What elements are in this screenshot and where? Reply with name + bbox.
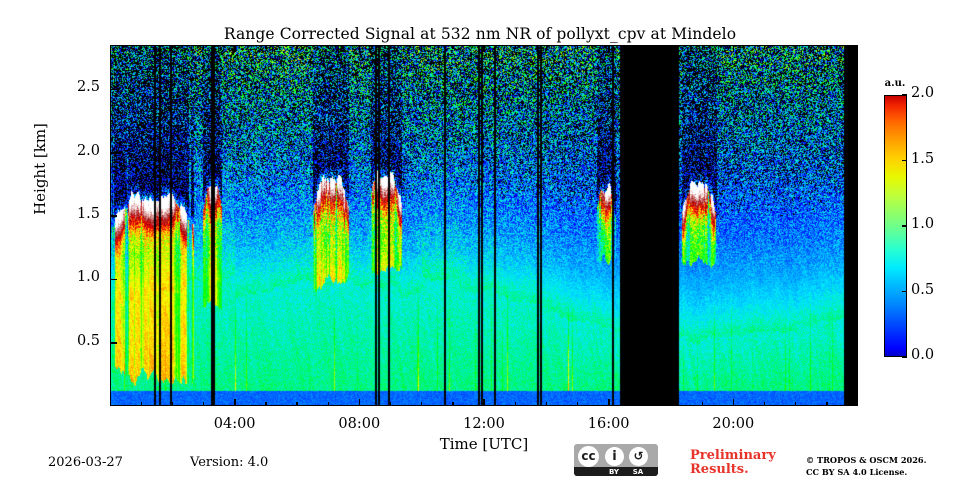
x-minor-tick-3 [265,402,267,406]
cc-by-label: BY [608,468,620,476]
x-minor-tick-top-0 [140,45,142,49]
x-minor-tick-top-12 [639,45,641,49]
y-tick-label-0: 0.5 [76,332,100,349]
x-tick-label-3: 16:00 [587,416,630,432]
x-minor-tick-4 [296,402,298,406]
y-tick-mark-1 [110,278,117,281]
x-minor-tick-top-1 [171,45,174,49]
preliminary-results-notice: Preliminary Results. [690,448,800,478]
x-tick-label-4: 20:00 [712,416,755,432]
x-tick-mark-1 [358,399,361,406]
colorbar-tick-label-1: 0.5 [911,281,935,298]
preliminary-line-2: Results. [690,462,749,478]
y-tick-label-4: 2.5 [76,79,100,96]
colorbar-tick-label-0: 0.0 [911,347,935,363]
colorbar-tick-mark-0 [902,356,907,358]
x-minor-tick-12 [639,402,641,406]
y-tick-mark-2 [110,215,117,217]
x-minor-tick-9 [514,402,516,406]
colorbar-tick-mark-4 [902,94,907,96]
x-tick-mark-top-3 [607,45,610,52]
x-minor-tick-top-3 [265,45,267,49]
cc-license-badge-icon: cc i ↺ BY SA [574,444,658,476]
x-minor-tick-top-7 [421,45,423,49]
x-minor-tick-top-16 [795,45,797,49]
x-axis-label: Time [UTC] [439,435,529,453]
x-minor-tick-16 [795,402,797,406]
cc-sa-arrow-icon: ↺ [629,447,648,466]
x-minor-tick-7 [421,402,423,406]
version-text: Version: 4.0 [190,455,269,470]
y-tick-mark-right-3 [851,151,858,154]
x-minor-tick-top-14 [701,45,703,49]
page-title: Range Corrected Signal at 532 nm NR of p… [223,25,737,43]
x-minor-tick-top-11 [576,45,579,49]
x-minor-tick-top-5 [327,45,329,49]
y-tick-mark-right-2 [851,215,858,217]
x-minor-tick-top-6 [389,45,392,49]
y-tick-mark-right-1 [851,278,858,281]
x-minor-tick-6 [389,402,392,406]
x-minor-tick-top-2 [202,45,205,49]
y-tick-mark-right-4 [851,88,858,91]
y-tick-mark-3 [110,151,117,154]
cc-by-person-icon: i [605,447,624,466]
copyright-line-1: © TROPOS & OSCM 2026. [806,455,927,465]
x-minor-tick-10 [545,402,548,406]
x-tick-label-1: 08:00 [338,416,381,432]
x-minor-tick-top-8 [452,45,454,49]
cc-circle-icon: cc [578,446,599,467]
preliminary-line-1: Preliminary [690,448,776,463]
x-minor-tick-top-10 [545,45,548,49]
y-tick-mark-right-0 [851,341,858,344]
x-minor-tick-top-9 [514,45,516,49]
x-minor-tick-1 [171,402,174,406]
x-minor-tick-17 [826,402,828,406]
x-minor-tick-11 [576,402,579,406]
copyright-line-2: CC BY SA 4.0 License. [806,466,908,477]
colorbar-tick-label-2: 1.0 [911,216,935,232]
cc-sa-label: SA [632,468,644,476]
badge-strip [574,467,658,476]
x-minor-tick-top-13 [670,45,672,49]
colorbar-tick-mark-1 [902,290,907,293]
colorbar-tick-label-4: 2.0 [911,85,935,101]
y-tick-mark-4 [110,88,117,91]
x-minor-tick-2 [202,402,205,406]
x-minor-tick-top-15 [763,45,766,49]
x-minor-tick-14 [701,402,703,406]
heatmap-plot-area [110,45,858,406]
x-minor-tick-top-17 [826,45,828,49]
x-tick-label-2: 12:00 [463,416,505,432]
colorbar-unit-label: a.u. [884,78,906,89]
x-tick-mark-4 [732,399,735,406]
x-minor-tick-5 [327,402,329,406]
x-minor-tick-13 [670,402,672,406]
copyright-text: © TROPOS & OSCM 2026. CC BY SA 4.0 Licen… [806,455,956,479]
x-minor-tick-top-4 [296,45,298,49]
y-tick-label-3: 2.0 [76,142,100,159]
y-axis-label: Height [km] [31,123,49,215]
y-tick-label-2: 1.5 [76,206,100,222]
x-tick-mark-3 [607,399,610,406]
date-text: 2026-03-27 [48,455,123,470]
colorbar-tick-mark-2 [902,225,907,227]
x-tick-mark-0 [233,399,236,406]
x-tick-label-0: 04:00 [213,416,256,432]
colorbar-tick-mark-3 [902,159,907,162]
heatmap-canvas [110,45,858,406]
y-tick-label-1: 1.0 [76,269,100,286]
y-tick-mark-0 [110,341,117,344]
x-tick-mark-top-2 [483,45,485,52]
x-tick-mark-2 [483,399,485,406]
x-tick-mark-top-1 [358,45,361,52]
x-minor-tick-8 [452,402,454,406]
x-minor-tick-0 [140,402,142,406]
colorbar-tick-label-3: 1.5 [911,150,935,167]
x-tick-mark-top-0 [233,45,236,52]
x-minor-tick-15 [763,402,766,406]
x-tick-mark-top-4 [732,45,735,52]
